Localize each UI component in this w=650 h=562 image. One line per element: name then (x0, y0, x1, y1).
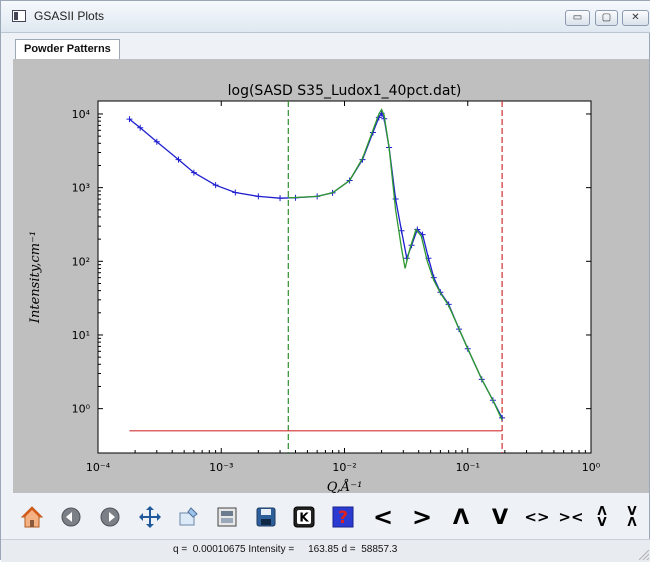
observed-point (175, 156, 182, 163)
x-axis-label: Q,Å⁻¹ (327, 479, 363, 493)
powder-pattern-chart[interactable]: log(SASD S35_Ludox1_40pct.dat) 10⁻⁴ 10⁻³ 10… (13, 59, 649, 495)
help-icon: ? (332, 506, 354, 528)
y-tick-label: 10⁰ (72, 403, 91, 416)
back-icon (61, 507, 81, 527)
expand-y-icon: Ʌ V (597, 504, 607, 529)
shift-down-icon: V (491, 505, 509, 529)
observed-point (398, 227, 405, 234)
contract-y-icon: V Ʌ (627, 504, 637, 529)
resize-grip-icon[interactable] (639, 550, 649, 560)
shift-right-icon: > (411, 503, 433, 531)
home-icon (20, 506, 44, 528)
subplots-icon (217, 507, 237, 527)
save-icon (256, 507, 276, 527)
cursor-readout: q = 0.00010675 Intensity = 163.85 d = 58… (173, 544, 398, 555)
x-tick-label: 10⁻³ (209, 461, 233, 474)
zoom-icon (179, 507, 198, 526)
expand-y-button[interactable]: Ʌ V (587, 502, 617, 532)
shift-left-icon: < (372, 503, 394, 531)
svg-text:?: ? (338, 508, 348, 528)
plot-toolbar: K ? < > Λ V <> >< Ʌ V V Ʌ (13, 494, 649, 540)
app-icon (12, 10, 26, 22)
y-tick-label: 10³ (72, 182, 90, 195)
observed-point (255, 193, 262, 200)
x-tick-label: 10⁰ (582, 461, 601, 474)
y-tick-label: 10⁴ (72, 108, 91, 121)
maximize-button[interactable]: ▢ (595, 10, 618, 26)
close-icon: ✕ (631, 12, 640, 23)
minimize-button[interactable]: ▭ (565, 10, 590, 26)
observed-point (126, 116, 133, 123)
save-button[interactable] (251, 502, 281, 532)
close-button[interactable]: ✕ (622, 10, 649, 26)
shift-right-button[interactable]: > (407, 502, 437, 532)
x-tick-label: 10⁻⁴ (86, 461, 111, 474)
window-title: GSASII Plots (34, 9, 105, 23)
forward-button[interactable] (95, 502, 125, 532)
y-axis-label: Intensity,cm⁻¹ (28, 231, 43, 324)
shift-down-button[interactable]: V (485, 502, 515, 532)
observed-point (212, 182, 219, 189)
observed-point (190, 169, 197, 176)
pan-button[interactable] (135, 502, 165, 532)
calculated-series-line (288, 108, 503, 421)
observed-point (153, 138, 160, 145)
contract-y-button[interactable]: V Ʌ (617, 502, 647, 532)
title-bar: GSASII Plots ▭ ▢ ✕ (1, 1, 650, 33)
x-tick-label: 10⁻¹ (456, 461, 480, 474)
forward-icon (100, 507, 120, 527)
help-button[interactable]: ? (328, 502, 358, 532)
tab-powder-patterns[interactable]: Powder Patterns (15, 39, 120, 60)
observed-point (137, 124, 144, 131)
y-tick-label: 10¹ (72, 329, 90, 342)
shift-up-button[interactable]: Λ (446, 502, 476, 532)
shift-left-button[interactable]: < (368, 502, 398, 532)
svg-text:K: K (299, 511, 309, 525)
observed-point (277, 195, 284, 202)
y-tick-label: 10² (72, 255, 90, 268)
expand-x-button[interactable]: <> (522, 502, 552, 532)
contract-x-button[interactable]: >< (556, 502, 586, 532)
plot-area[interactable]: log(SASD S35_Ludox1_40pct.dat) 10⁻⁴ 10⁻³ 10… (13, 59, 649, 495)
observed-point (392, 196, 399, 203)
key-button[interactable]: K (289, 502, 319, 532)
chart-title: log(SASD S35_Ludox1_40pct.dat) (228, 83, 462, 99)
zoom-button[interactable] (173, 502, 203, 532)
observed-point (232, 189, 239, 196)
configure-subplots-button[interactable] (212, 502, 242, 532)
key-icon: K (293, 506, 315, 528)
home-button[interactable] (17, 502, 47, 532)
back-button[interactable] (56, 502, 86, 532)
expand-x-icon: <> (524, 508, 550, 526)
maximize-icon: ▢ (601, 12, 612, 23)
minimize-icon: ▭ (572, 12, 583, 23)
status-bar: q = 0.00010675 Intensity = 163.85 d = 58… (1, 539, 650, 562)
tab-strip: Powder Patterns (13, 37, 649, 60)
shift-up-icon: Λ (452, 505, 470, 529)
pan-icon (139, 506, 161, 528)
contract-x-icon: >< (558, 508, 584, 526)
x-tick-label: 10⁻² (332, 461, 356, 474)
